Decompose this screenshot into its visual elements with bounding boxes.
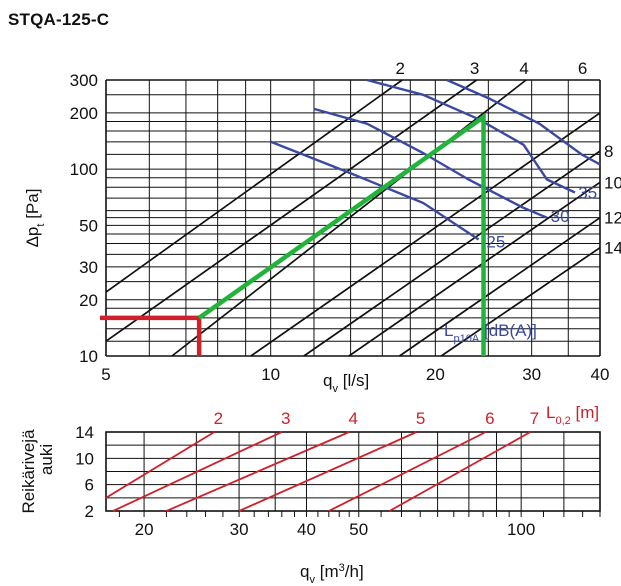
throw-line-6: [250, 112, 601, 357]
sound-curve-top: [446, 78, 601, 166]
series-label-2: 2: [214, 409, 223, 428]
sound-curve-30: [313, 107, 548, 219]
throw-label-10: 10: [604, 173, 621, 192]
sound-label-25: 25: [486, 233, 505, 252]
x-tick-label: 30: [230, 520, 249, 539]
y-tick-label: 2: [85, 502, 94, 521]
series-label-6: 6: [485, 409, 494, 428]
x-tick-label: 40: [297, 520, 316, 539]
example-path: [100, 112, 486, 356]
chart-title: STQA-125-C: [8, 10, 110, 29]
x-tick-label: 20: [426, 365, 445, 384]
series-label-4: 4: [348, 409, 357, 428]
y-axis-label-bottom-1: Reikärivejä: [19, 429, 38, 514]
sound-label-35: 35: [578, 183, 597, 202]
throw-series-3: [112, 431, 283, 512]
series-label-7: 7: [530, 409, 539, 428]
x-tick-label: 20: [135, 520, 154, 539]
throw-series-7: [389, 431, 531, 512]
y-tick-label: 200: [70, 104, 98, 123]
throw-legend-title: L0,2 [m]: [546, 403, 599, 427]
throw-label-4: 4: [519, 59, 528, 78]
y-tick-label: 14: [75, 423, 94, 442]
y-tick-label: 30: [79, 258, 98, 277]
bottom-frame: [105, 431, 601, 512]
series-label-3: 3: [281, 409, 290, 428]
x-tick-label: 50: [349, 520, 368, 539]
sound-curve-25: [270, 140, 480, 241]
top-grid: [105, 79, 601, 357]
throw-series-4: [166, 431, 350, 512]
throw-label-12: 12: [604, 209, 621, 228]
throw-label-14: 14: [604, 239, 621, 258]
throw-series-5: [238, 431, 417, 512]
throw-line-2: [105, 79, 403, 293]
throw-line-14: [440, 246, 601, 357]
y-tick-label: 20: [79, 291, 98, 310]
y-axis-label-bottom-2: auki: [37, 444, 56, 475]
throw-line-10: [348, 181, 601, 357]
series-label-5: 5: [416, 409, 425, 428]
y-tick-label: 100: [70, 160, 98, 179]
throw-line-3: [105, 79, 478, 342]
throw-label-8: 8: [604, 142, 613, 161]
throw-series-2: [105, 431, 215, 499]
x-tick-label: 10: [261, 365, 280, 384]
throw-label-2: 2: [396, 59, 405, 78]
sound-label-30: 30: [551, 207, 570, 226]
x-axis-label-bottom: qv [m3/h]: [300, 562, 364, 586]
y-tick-label: 50: [79, 216, 98, 235]
bottom-series: [105, 431, 531, 512]
throw-line-8: [303, 150, 601, 357]
throw-label-3: 3: [470, 59, 479, 78]
y-tick-label: 300: [70, 71, 98, 90]
x-axis-label: qv [l/s]: [323, 371, 369, 395]
throw-label-6: 6: [578, 59, 587, 78]
y-axis-label: Δpt [Pa]: [23, 189, 47, 248]
x-tick-label: 100: [507, 520, 535, 539]
throw-series-6: [328, 431, 487, 512]
x-tick-label: 40: [591, 365, 610, 384]
y-tick-label: 10: [79, 347, 98, 366]
example-green-path: [197, 112, 486, 356]
throw-line-12: [399, 216, 601, 357]
sound-curve-35: [366, 78, 576, 194]
y-tick-label: 10: [75, 449, 94, 468]
x-tick-label: 30: [522, 365, 541, 384]
x-tick-label: 5: [101, 365, 110, 384]
bottom-labels: 2 3 4 5 6 7 20 30 40 50 100 2 6 10 14 L0,2 [m] qv [m3/h]…: [19, 403, 599, 586]
sound-level-label: Lp10A [dB(A)]: [444, 321, 537, 345]
y-tick-label: 6: [85, 476, 94, 495]
sound-curves: [270, 78, 601, 241]
